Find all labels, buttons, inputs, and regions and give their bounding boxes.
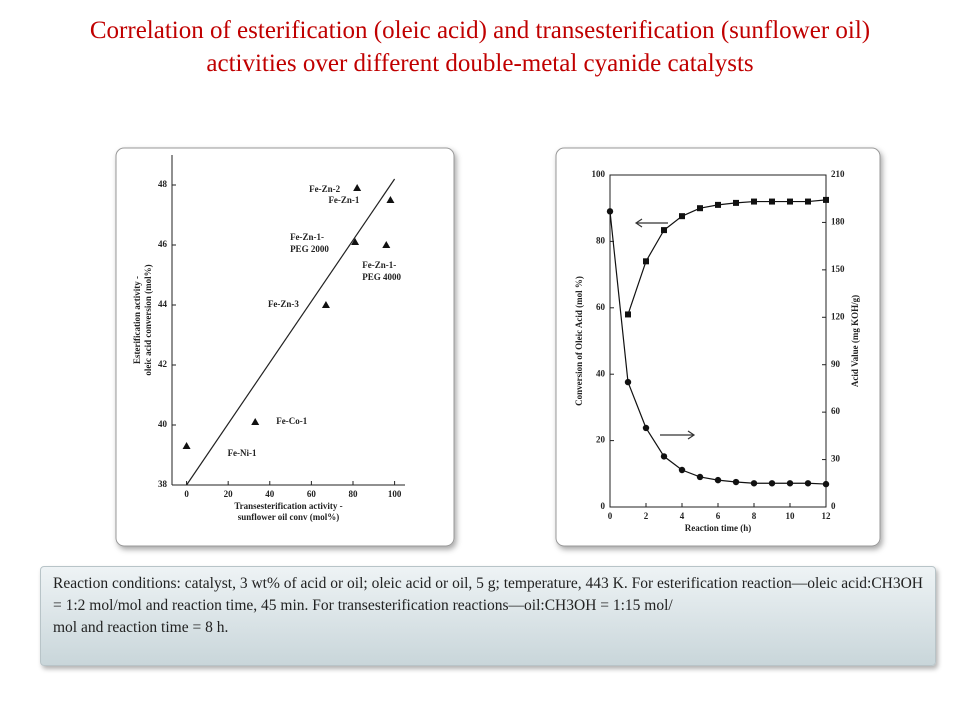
point-label: Fe-Zn-1 — [328, 195, 359, 205]
x-tick-label: 2 — [644, 511, 649, 521]
point — [823, 196, 829, 203]
point — [804, 480, 812, 487]
y2-tick-label: 210 — [831, 169, 845, 179]
y2-tick-label: 90 — [831, 359, 841, 369]
point — [251, 418, 260, 425]
y-tick-label: 40 — [158, 419, 168, 429]
x-tick-label: 80 — [348, 489, 358, 499]
x-tick-label: 0 — [184, 489, 189, 499]
point — [624, 378, 632, 386]
x-tick-label: 8 — [752, 511, 757, 521]
x-tick-label: 6 — [716, 511, 721, 521]
x-tick-label: 20 — [224, 489, 234, 499]
y-tick-label: 100 — [592, 169, 606, 179]
point — [786, 480, 794, 487]
x-tick-label: 40 — [265, 489, 275, 499]
point — [768, 480, 776, 487]
point-label: PEG 2000 — [290, 244, 329, 254]
point — [733, 199, 739, 206]
point — [660, 453, 668, 460]
point — [715, 201, 721, 208]
point — [182, 442, 191, 449]
panel — [555, 147, 881, 547]
y-tick-label: 46 — [158, 239, 168, 249]
point — [714, 476, 722, 484]
x-axis-label: sunflower oil conv (mol%) — [238, 512, 340, 522]
x-tick-label: 12 — [822, 511, 832, 521]
point — [696, 473, 704, 481]
point-label: Fe-Zn-2 — [309, 184, 340, 194]
x-tick-label: 0 — [608, 511, 613, 521]
x-tick-label: 60 — [307, 489, 317, 499]
point-label: Fe-Zn-1- — [362, 260, 396, 270]
point — [351, 238, 360, 245]
fit-line — [186, 178, 396, 486]
y-tick-label: 60 — [596, 302, 606, 312]
point — [750, 480, 758, 487]
point — [382, 241, 391, 248]
point — [805, 198, 811, 205]
caption: Reaction conditions: catalyst, 3 wt% of … — [40, 566, 936, 666]
point — [321, 301, 330, 308]
x-tick-label: 100 — [388, 489, 402, 499]
point — [643, 258, 649, 265]
point-label: PEG 4000 — [362, 272, 401, 282]
x-tick-label: 4 — [680, 511, 685, 521]
y2-axis-label: Acid Value (mg KOH/g) — [850, 295, 860, 387]
y-tick-label: 42 — [158, 359, 168, 369]
y2-tick-label: 30 — [831, 454, 841, 464]
y-axis-label: Conversion of Oleic Acid (mol %) — [574, 276, 584, 406]
point — [679, 213, 685, 220]
point — [678, 466, 686, 474]
point — [822, 480, 830, 488]
y-axis-label: Esterification activity - — [132, 276, 142, 364]
y-tick-label: 38 — [158, 479, 168, 489]
y2-tick-label: 0 — [831, 501, 836, 511]
x-tick-label: 10 — [786, 511, 796, 521]
point — [661, 227, 667, 234]
point — [751, 198, 757, 205]
point — [642, 424, 650, 432]
point — [769, 198, 775, 205]
point — [353, 184, 362, 191]
point-label: Fe-Co-1 — [276, 416, 307, 426]
y2-tick-label: 150 — [831, 264, 845, 274]
point — [386, 196, 395, 203]
y-tick-label: 0 — [601, 501, 606, 511]
y-tick-label: 80 — [596, 235, 606, 245]
y2-tick-label: 120 — [831, 311, 845, 321]
y2-tick-label: 180 — [831, 216, 845, 226]
point-label: Fe-Ni-1 — [228, 448, 257, 458]
x-axis-label: Transesterification activity - — [234, 501, 342, 511]
y-tick-label: 40 — [596, 368, 606, 378]
y-tick-label: 20 — [596, 435, 606, 445]
point-label: Fe-Zn-1- — [290, 232, 324, 242]
y-axis-label: oleic acid conversion (mol%) — [143, 264, 153, 375]
y2-tick-label: 60 — [831, 406, 841, 416]
point — [732, 478, 740, 486]
point-label: Fe-Zn-3 — [268, 299, 299, 309]
point — [606, 208, 614, 215]
panel — [115, 147, 455, 547]
arrows — [634, 218, 696, 440]
y-tick-label: 44 — [158, 299, 168, 309]
point — [697, 205, 703, 212]
x-axis-label: Reaction time (h) — [685, 523, 751, 533]
y-tick-label: 48 — [158, 179, 168, 189]
point — [787, 198, 793, 205]
point — [625, 311, 631, 318]
slide-title: Correlation of esterification (oleic aci… — [89, 17, 871, 77]
